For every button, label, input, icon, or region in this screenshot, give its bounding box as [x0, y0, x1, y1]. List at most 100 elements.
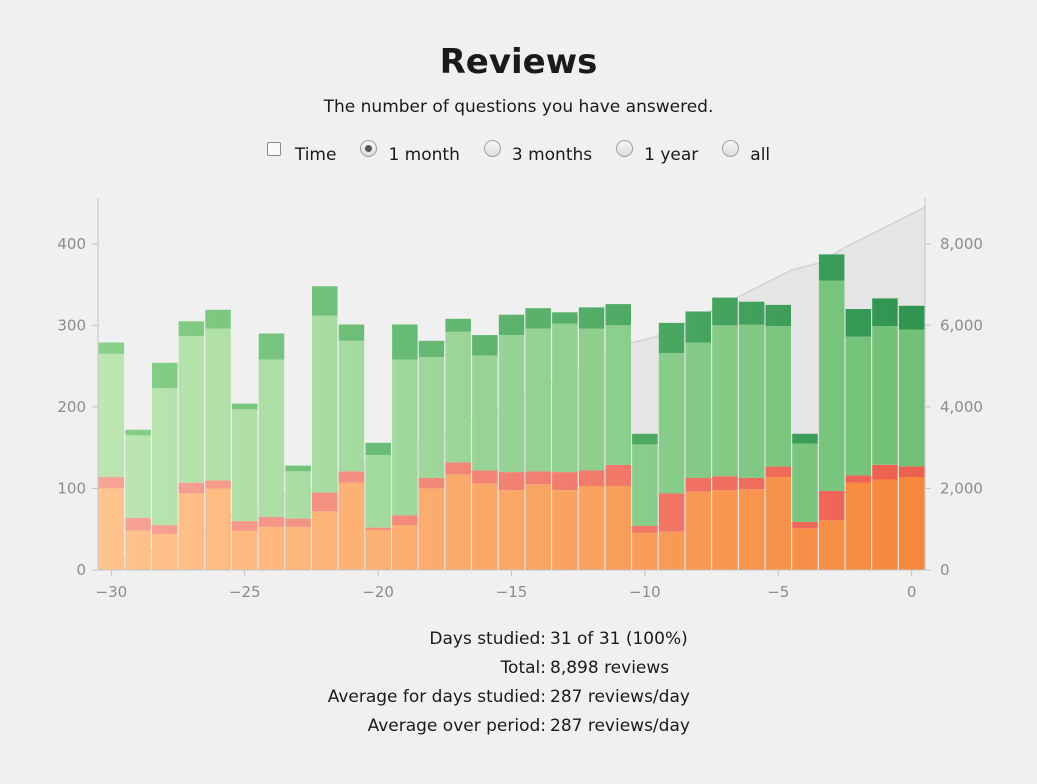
bar-young[interactable] — [418, 357, 445, 478]
bar-relearning[interactable] — [445, 474, 471, 570]
bar-relearning-top[interactable] — [312, 492, 338, 512]
bar-relearning-top[interactable] — [498, 472, 525, 490]
bar-relearning[interactable] — [738, 489, 765, 570]
bar-mature[interactable] — [125, 429, 151, 436]
bar-young[interactable] — [898, 329, 925, 467]
bar-relearning-top[interactable] — [392, 515, 418, 526]
bar-mature[interactable] — [578, 307, 605, 329]
bar-relearning-top[interactable] — [765, 466, 792, 477]
bar-relearning[interactable] — [338, 482, 365, 570]
bar-young[interactable] — [605, 325, 632, 465]
bar-relearning-top[interactable] — [178, 482, 205, 494]
bar-young[interactable] — [338, 340, 365, 472]
bar-relearning[interactable] — [712, 490, 738, 570]
time-toggle[interactable]: Time — [266, 140, 336, 165]
bar-relearning-top[interactable] — [232, 521, 258, 531]
bar-relearning[interactable] — [98, 488, 125, 570]
bar-mature[interactable] — [472, 335, 498, 356]
bar-relearning[interactable] — [125, 530, 151, 570]
bar-young[interactable] — [232, 409, 258, 521]
bar-mature[interactable] — [232, 403, 258, 410]
bar-mature[interactable] — [872, 298, 898, 327]
bar-relearning-top[interactable] — [258, 517, 285, 527]
bar-young[interactable] — [178, 335, 205, 483]
bar-mature[interactable] — [178, 321, 205, 336]
bar-mature[interactable] — [418, 340, 445, 358]
bar-mature[interactable] — [525, 308, 551, 329]
bar-relearning[interactable] — [872, 479, 898, 571]
bar-relearning-top[interactable] — [738, 477, 765, 490]
bar-relearning-top[interactable] — [445, 462, 471, 475]
bar-mature[interactable] — [152, 362, 178, 389]
bar-relearning[interactable] — [845, 482, 872, 570]
bar-relearning-top[interactable] — [98, 477, 125, 489]
bar-young[interactable] — [632, 444, 658, 526]
bar-young[interactable] — [312, 315, 338, 493]
bar-mature[interactable] — [738, 301, 765, 325]
bar-relearning[interactable] — [152, 534, 178, 570]
bar-relearning-top[interactable] — [152, 525, 178, 535]
bar-relearning[interactable] — [365, 530, 391, 570]
bar-young[interactable] — [205, 328, 231, 481]
bar-relearning-top[interactable] — [712, 476, 738, 491]
bar-young[interactable] — [445, 331, 471, 463]
bar-relearning[interactable] — [525, 484, 551, 570]
bar-mature[interactable] — [258, 333, 285, 360]
bar-relearning-top[interactable] — [818, 490, 845, 521]
bar-relearning-top[interactable] — [658, 493, 685, 532]
bar-young[interactable] — [258, 359, 285, 517]
bar-relearning[interactable] — [792, 528, 818, 570]
bar-relearning[interactable] — [472, 483, 498, 570]
bar-young[interactable] — [658, 353, 685, 494]
bar-relearning[interactable] — [898, 477, 925, 570]
bar-young[interactable] — [792, 443, 818, 522]
bar-mature[interactable] — [765, 304, 792, 327]
bar-relearning[interactable] — [205, 488, 231, 570]
bar-relearning[interactable] — [178, 493, 205, 570]
bar-relearning[interactable] — [552, 490, 578, 570]
bar-relearning-top[interactable] — [578, 470, 605, 487]
bar-relearning-top[interactable] — [125, 517, 151, 531]
bar-relearning-top[interactable] — [872, 464, 898, 480]
bar-mature[interactable] — [845, 309, 872, 337]
bar-mature[interactable] — [685, 311, 712, 343]
bar-relearning-top[interactable] — [685, 477, 712, 492]
bar-young[interactable] — [498, 335, 525, 473]
bar-relearning[interactable] — [418, 488, 445, 570]
range-option-1-year[interactable]: 1 year — [616, 140, 698, 165]
bar-relearning-top[interactable] — [792, 521, 818, 529]
bar-mature[interactable] — [365, 442, 391, 455]
bar-relearning-top[interactable] — [845, 475, 872, 483]
bar-young[interactable] — [765, 326, 792, 467]
bar-relearning-top[interactable] — [205, 480, 231, 489]
bar-mature[interactable] — [205, 309, 231, 329]
bar-relearning[interactable] — [658, 531, 685, 570]
bar-young[interactable] — [525, 328, 551, 472]
range-option-3-months[interactable]: 3 months — [483, 140, 592, 165]
bar-mature[interactable] — [792, 433, 818, 444]
bar-relearning[interactable] — [285, 526, 311, 570]
bar-relearning[interactable] — [818, 520, 845, 570]
bar-mature[interactable] — [552, 312, 578, 324]
bar-relearning-top[interactable] — [605, 464, 632, 486]
bar-young[interactable] — [685, 342, 712, 478]
bar-relearning-top[interactable] — [338, 471, 365, 483]
bar-relearning[interactable] — [685, 491, 712, 570]
bar-young[interactable] — [845, 336, 872, 476]
radio-all[interactable] — [722, 140, 740, 157]
bar-young[interactable] — [738, 324, 765, 478]
radio-1-year[interactable] — [616, 140, 634, 157]
radio-3-months[interactable] — [483, 140, 501, 157]
bar-mature[interactable] — [658, 322, 685, 354]
bar-young[interactable] — [392, 359, 418, 516]
bar-relearning[interactable] — [605, 486, 632, 570]
bar-young[interactable] — [552, 323, 578, 473]
bar-mature[interactable] — [712, 297, 738, 326]
bar-relearning[interactable] — [578, 486, 605, 570]
bar-mature[interactable] — [818, 254, 845, 281]
bar-mature[interactable] — [98, 342, 125, 354]
bar-young[interactable] — [872, 326, 898, 465]
bar-relearning[interactable] — [498, 490, 525, 570]
time-checkbox[interactable] — [266, 142, 281, 156]
bar-young[interactable] — [285, 471, 311, 519]
